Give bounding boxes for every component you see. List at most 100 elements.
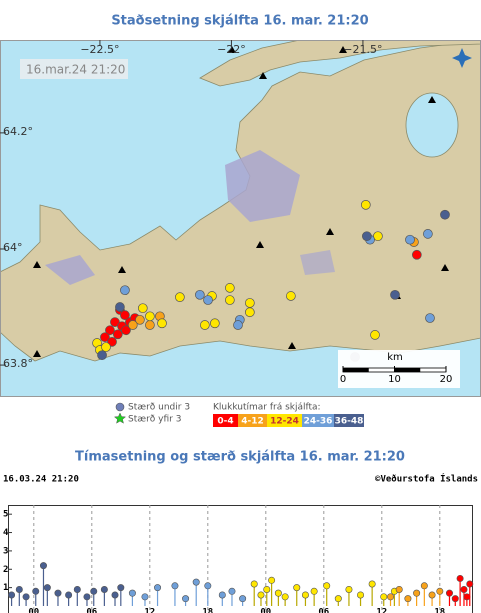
age-label: 12-24 [270, 417, 299, 427]
quake-point [171, 582, 179, 590]
lava-field [45, 255, 95, 285]
quake-point [218, 591, 226, 599]
quake-point [334, 595, 342, 603]
quake-point [250, 580, 258, 588]
quake [244, 307, 255, 318]
quake [411, 249, 422, 260]
quake-point [192, 578, 200, 586]
quake-point [8, 591, 16, 599]
quake-point [54, 589, 62, 597]
quake-point [128, 589, 136, 597]
age-swatch [238, 414, 267, 427]
quake [405, 234, 415, 245]
quake-point [15, 585, 23, 593]
quake-point [83, 593, 91, 601]
quake-point [73, 585, 81, 593]
quake [286, 291, 296, 301]
quake-point [420, 582, 428, 590]
x-tick-label: 06 [318, 608, 329, 613]
quake [440, 209, 450, 220]
scale-bar: 0 10 20 [340, 366, 453, 385]
x-tick-label: 18 [434, 608, 445, 613]
age-label: 36-48 [335, 417, 364, 427]
logo [452, 48, 472, 68]
quake-point [117, 584, 125, 592]
quake-point [436, 587, 444, 595]
quake [425, 313, 435, 323]
quake-point [204, 582, 212, 590]
legend-dot [115, 402, 125, 412]
quake [137, 303, 148, 314]
quake [97, 350, 107, 361]
quake [423, 229, 433, 239]
quake-point [404, 595, 412, 603]
quake-point [323, 582, 331, 590]
age-swatch [302, 414, 334, 427]
quake [115, 302, 125, 312]
quake [203, 295, 213, 305]
lon-tick-label: −22.5° [80, 43, 119, 56]
y-tick-label: 1 [3, 583, 8, 593]
quake [120, 285, 130, 296]
quake-point [32, 587, 40, 595]
quake-point [456, 574, 464, 582]
quake-point [281, 593, 289, 601]
quake-point [257, 591, 265, 599]
quake-point [387, 593, 395, 601]
quake [233, 320, 243, 330]
y-tick-label: 4 [3, 528, 9, 538]
quake [121, 325, 131, 336]
quake-point [274, 589, 282, 597]
quake [390, 289, 400, 300]
quakes [92, 200, 450, 362]
age-label: 0-4 [217, 417, 233, 427]
lava-field [225, 150, 300, 222]
y-tick-label: 3 [3, 546, 8, 556]
credit: ©Veðurstofa Íslands [375, 473, 478, 485]
legend-star [113, 412, 127, 424]
quake [157, 318, 167, 329]
lon-tick-label: −21.5° [343, 43, 382, 56]
quake [135, 314, 145, 325]
quake-point [90, 587, 98, 595]
quake-point [22, 593, 30, 601]
age-swatch [334, 414, 364, 427]
quake [373, 231, 383, 242]
land-north [199, 40, 481, 87]
quake [100, 332, 110, 343]
scale-tick-label: 20 [440, 374, 453, 385]
map-title: Staðsetning skjálfta 16. mar. 21:20 [111, 14, 368, 29]
scale-tick-label: 0 [340, 374, 346, 385]
quake-point [380, 593, 388, 601]
lon-tick-label: −22° [217, 43, 246, 56]
chart-subtitle: 16.03.24 21:20 [3, 475, 79, 485]
quake [244, 298, 255, 308]
quake-point [413, 589, 421, 597]
quake [224, 295, 235, 305]
map: 16.mar.24 21:20 km 0 10 20 [0, 40, 481, 397]
quake-point [39, 562, 47, 570]
quake [200, 320, 210, 330]
scale-tick-label: 10 [388, 374, 401, 385]
quake [101, 342, 111, 352]
quake-point [301, 591, 309, 599]
x-tick-label: 12 [144, 608, 155, 613]
quake-point [141, 593, 149, 601]
quake-point [43, 584, 51, 592]
age-swatch [267, 414, 302, 427]
quake-point [395, 585, 403, 593]
quake [224, 283, 235, 293]
quake [370, 330, 380, 340]
quake-point [310, 587, 318, 595]
quake-point [466, 580, 474, 588]
x-tick-label: 12 [376, 608, 387, 613]
stamp-box [20, 59, 128, 79]
lat-tick-label: 63.8° [3, 357, 33, 370]
y-tick-label: 2 [3, 565, 8, 575]
quake-point [228, 587, 236, 595]
quake-point [154, 584, 162, 592]
quake-point [65, 591, 73, 599]
quake-point [463, 593, 471, 601]
